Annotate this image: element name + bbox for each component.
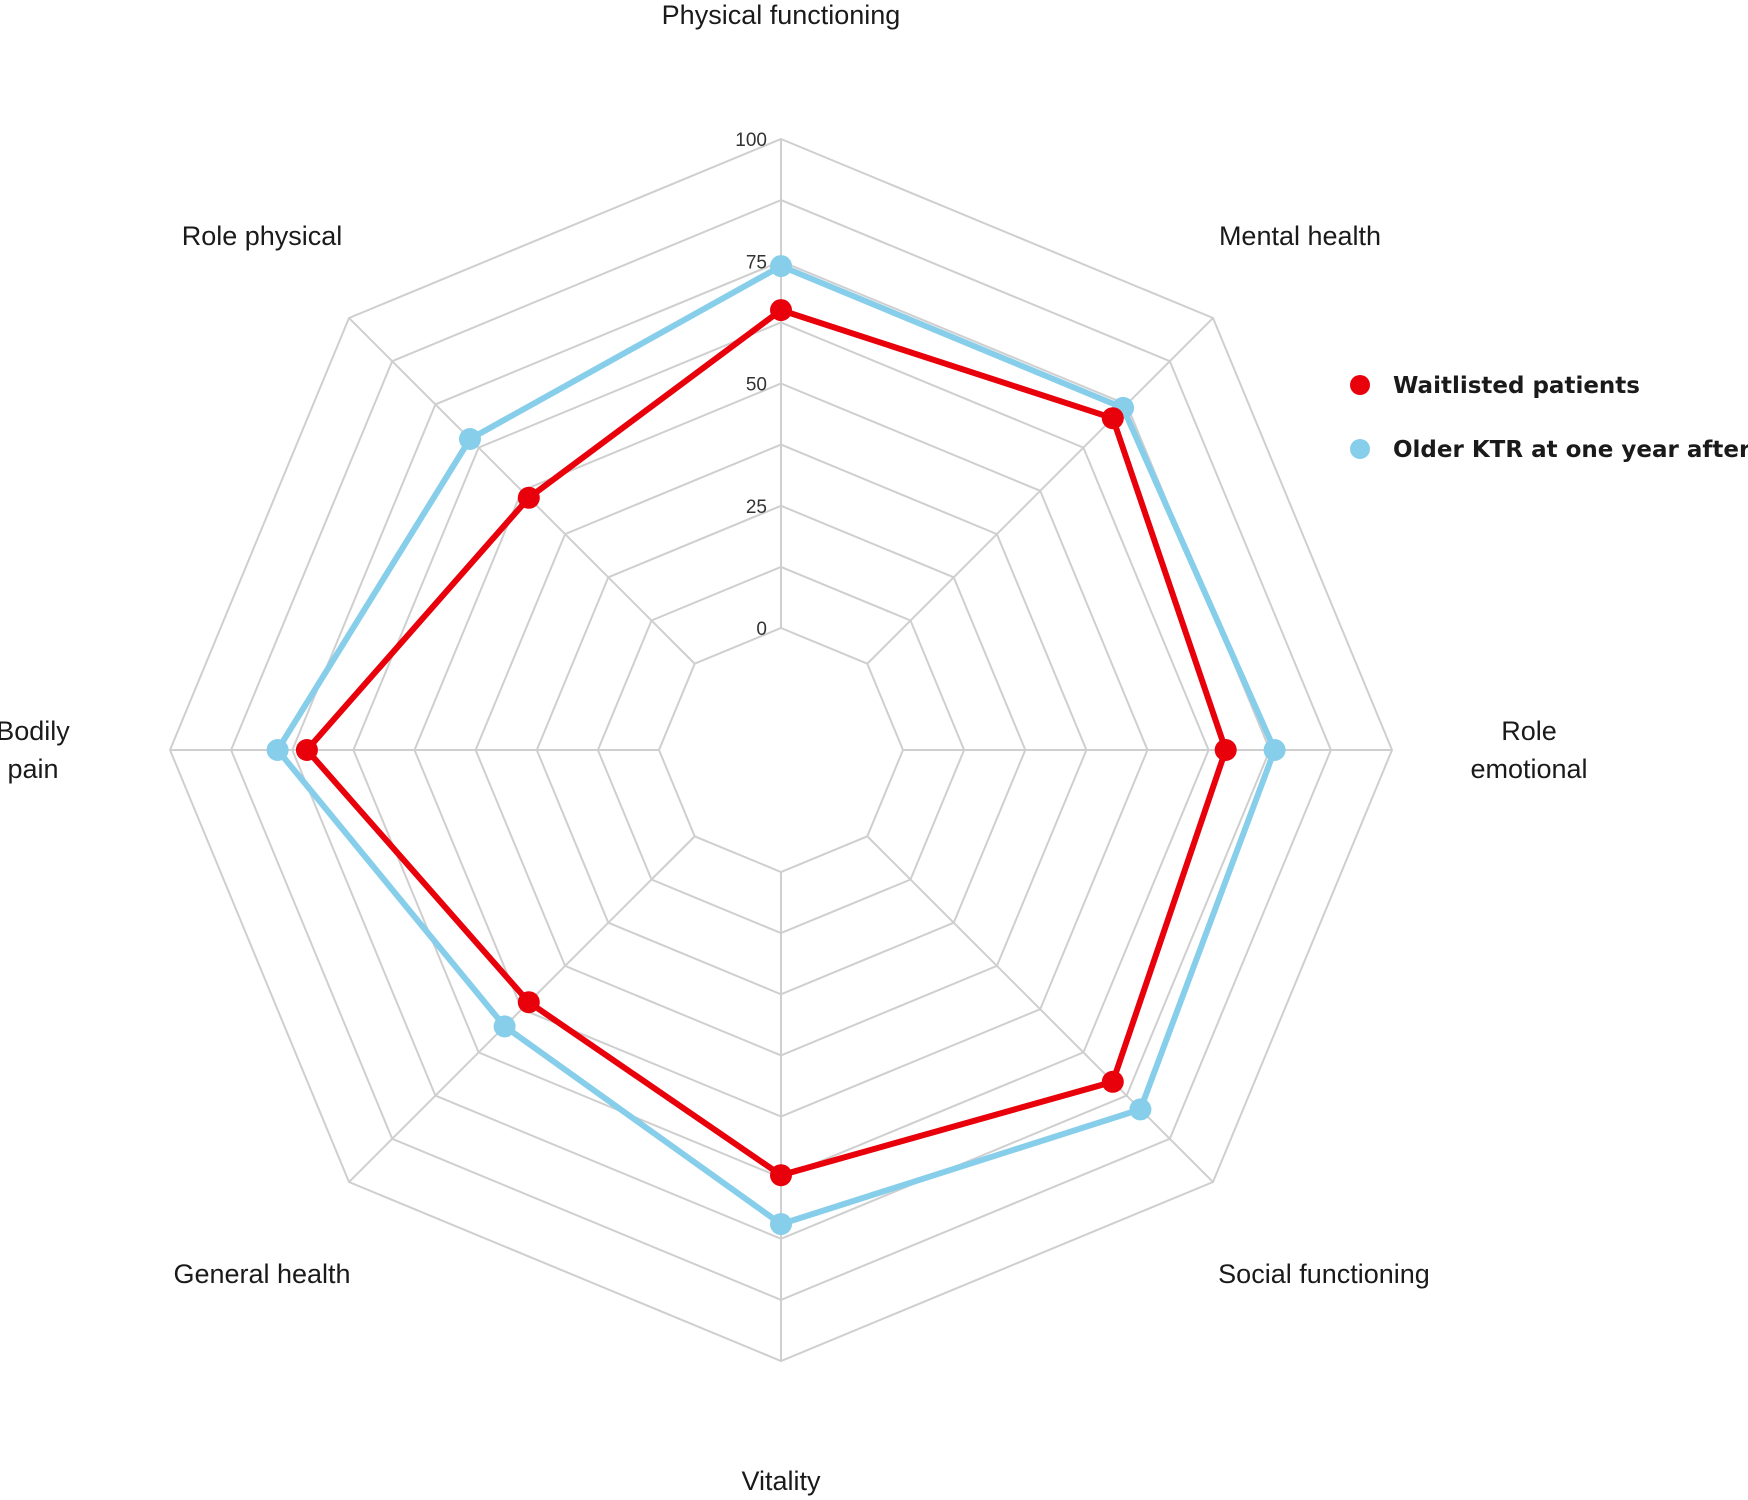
legend-marker <box>1350 375 1370 395</box>
axis-label: Role physical <box>182 221 343 251</box>
grid-spoke <box>866 317 1214 665</box>
grid-ring <box>657 626 905 874</box>
tick-label: 25 <box>746 497 767 518</box>
tick-label: 0 <box>756 619 767 640</box>
series-point <box>770 299 792 322</box>
legend-label: Older KTR at one year after Tx <box>1393 437 1748 463</box>
legend: Waitlisted patients Older KTR at one year… <box>1350 373 1748 463</box>
series-point <box>517 486 540 509</box>
tick-label: 75 <box>746 252 767 273</box>
series-line <box>303 307 1229 1179</box>
axis-label: Vitality <box>741 1466 821 1496</box>
legend-marker <box>1350 439 1370 459</box>
axis-label: Social functioning <box>1218 1259 1430 1289</box>
series-point <box>295 739 318 761</box>
tick-label: 100 <box>735 130 767 151</box>
tick-label: 50 <box>746 375 767 396</box>
axis-label: emotional <box>1470 754 1587 784</box>
series-point <box>266 739 289 761</box>
series-point <box>770 1213 792 1236</box>
series-point <box>459 428 481 450</box>
legend-label: Waitlisted patients <box>1393 373 1640 399</box>
series-point <box>1263 739 1286 761</box>
axis-label: pain <box>7 754 58 784</box>
series-point <box>770 1164 792 1187</box>
axis-label: Physical functioning <box>662 0 901 30</box>
axis-label: General health <box>173 1259 350 1289</box>
series-point <box>1101 1070 1124 1093</box>
axis-labels: Physical functioning Mental health Role emo… <box>0 0 1588 1496</box>
data-series <box>266 255 1286 1236</box>
series-point <box>1101 407 1124 430</box>
series-point <box>1214 739 1237 761</box>
series-point <box>770 255 792 278</box>
axis-label: Mental health <box>1219 221 1381 251</box>
axis-label: Bodily <box>0 716 70 746</box>
series-point <box>1129 1098 1152 1121</box>
series-point <box>493 1015 516 1038</box>
radial-tick-labels: 0 25 50 75 100 <box>735 130 767 640</box>
axis-label: Role <box>1501 716 1557 746</box>
grid-spoke <box>866 835 1214 1183</box>
series-point <box>517 991 540 1014</box>
